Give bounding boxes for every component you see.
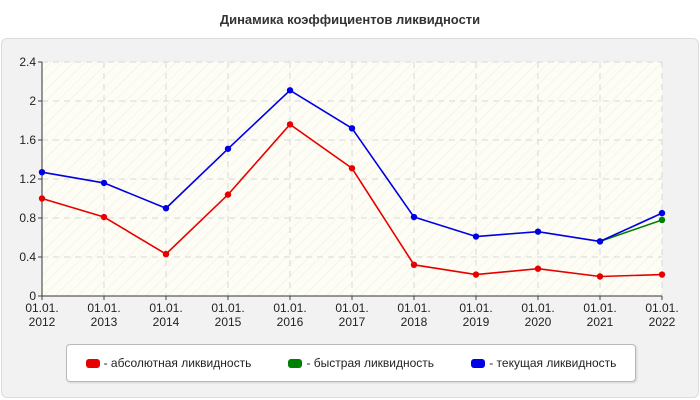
x-tick-label-year: 2014 [153, 315, 180, 329]
x-tick-label-day: 01.01. [25, 301, 58, 315]
y-tick-label: 2 [29, 94, 36, 108]
grid-lines [42, 61, 663, 296]
data-point-2-8 [534, 228, 542, 235]
x-tick-label-year: 2017 [339, 315, 366, 329]
x-tick-label-year: 2021 [587, 315, 614, 329]
data-point-2-7 [472, 233, 480, 240]
legend-item-absolute[interactable]: - абсолютная ликвидность [85, 356, 252, 370]
series-lines [38, 87, 666, 280]
data-point-0-8 [534, 265, 542, 272]
legend-label-current: - текущая ликвидность [489, 356, 617, 370]
x-tick-label-day: 01.01. [149, 301, 182, 315]
data-point-2-9 [596, 238, 604, 245]
x-tick-label-year: 2022 [649, 315, 676, 329]
data-point-0-4 [286, 121, 294, 128]
data-point-2-3 [224, 145, 232, 152]
legend-item-current[interactable]: - текущая ликвидность [471, 356, 616, 370]
x-tick-label-year: 2020 [525, 315, 552, 329]
x-tick-label-year: 2018 [401, 315, 428, 329]
chart-title: Динамика коэффициентов ликвидности [219, 12, 481, 27]
data-point-1-10 [658, 216, 666, 224]
legend-label-absolute: - абсолютная ликвидность [103, 356, 252, 370]
y-tick-label: 1.2 [19, 172, 36, 186]
legend-label-quick: - быстрая ликвидность [306, 356, 435, 370]
x-tick-label-day: 01.01. [273, 301, 306, 315]
x-axis-ticks: 01.01.201201.01.201301.01.201401.01.2015… [25, 296, 679, 329]
data-point-2-2 [162, 205, 170, 212]
data-point-0-6 [410, 261, 418, 268]
y-tick-label: 0.4 [19, 250, 36, 264]
data-point-0-1 [100, 213, 108, 221]
x-tick-label-year: 2016 [277, 315, 304, 329]
x-tick-label-day: 01.01. [211, 301, 244, 315]
legend-item-quick[interactable]: - быстрая ликвидность [288, 356, 434, 370]
data-point-2-1 [100, 179, 108, 187]
y-tick-label: 0.8 [19, 211, 36, 225]
data-point-2-10 [658, 209, 666, 217]
x-tick-label-day: 01.01. [521, 301, 554, 315]
legend-swatch-absolute [85, 358, 100, 368]
x-tick-label-year: 2012 [29, 315, 56, 329]
x-tick-label-day: 01.01. [459, 301, 492, 315]
x-tick-label-day: 01.01. [583, 301, 616, 315]
y-tick-label: 1.6 [19, 133, 36, 147]
y-tick-label: 0 [29, 289, 36, 303]
y-axis-ticks: 0 0.4 0.8 1.2 1.6 2 2.4 [19, 55, 42, 303]
data-point-0-0 [38, 195, 46, 202]
legend-swatch-quick [288, 358, 303, 368]
legend-swatch-current [471, 358, 486, 368]
y-tick-label: 2.4 [19, 55, 36, 69]
legend: - абсолютная ликвидность - быстрая ликви… [66, 344, 636, 382]
x-tick-label-day: 01.01. [335, 301, 368, 315]
data-point-0-9 [596, 273, 604, 280]
x-tick-label-day: 01.01. [397, 301, 430, 315]
data-point-0-3 [224, 191, 232, 198]
data-point-0-7 [472, 271, 480, 278]
data-point-2-5 [348, 125, 356, 132]
x-tick-label-year: 2013 [91, 315, 118, 329]
x-tick-label-year: 2019 [463, 315, 490, 329]
x-tick-label-day: 01.01. [87, 301, 120, 315]
data-point-2-6 [410, 213, 418, 221]
x-tick-label-year: 2015 [215, 315, 242, 329]
x-tick-label-day: 01.01. [645, 301, 678, 315]
data-point-2-0 [38, 168, 46, 176]
data-point-0-5 [348, 165, 356, 172]
data-point-0-2 [162, 250, 170, 258]
series-line-1 [599, 219, 663, 243]
data-point-0-10 [658, 271, 666, 278]
data-point-2-4 [286, 87, 294, 94]
